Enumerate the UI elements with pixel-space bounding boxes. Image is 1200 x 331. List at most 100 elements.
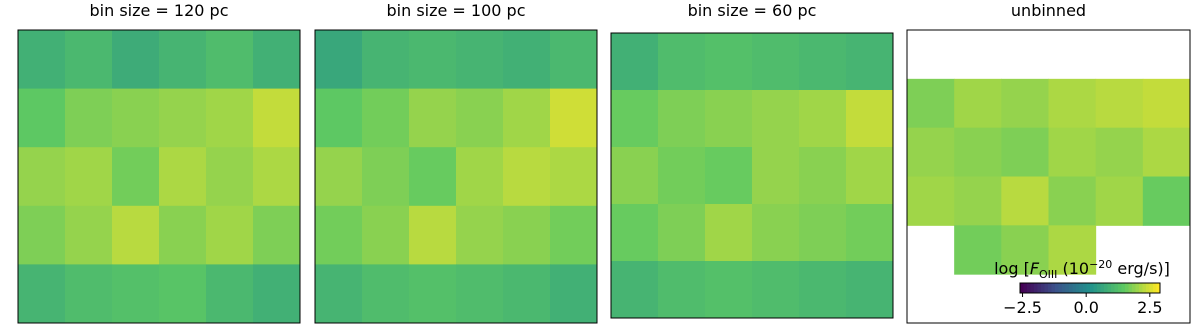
heatmap-cell [409, 88, 457, 148]
heatmap-cell [253, 205, 301, 265]
heatmap-cell [409, 264, 457, 324]
colorbar-swatch [1125, 283, 1129, 293]
heatmap-cell [112, 264, 160, 324]
colorbar-swatch [1097, 283, 1101, 293]
colorbar-label: log [FOIII (10−20 erg/s)] [994, 258, 1170, 281]
colorbar-swatch [1048, 283, 1052, 293]
heatmap-cell [658, 147, 706, 205]
heatmap-cell [752, 33, 800, 91]
colorbar-label-part: (10 [1057, 259, 1089, 278]
colorbar-swatch [1104, 283, 1108, 293]
heatmap-cell [550, 205, 598, 265]
colorbar-swatch [1072, 283, 1077, 293]
colorbar-swatch [1086, 283, 1091, 293]
heatmap-cell [362, 147, 410, 207]
heatmap-cell [907, 176, 955, 226]
panel-frame [314, 29, 598, 324]
heatmap-cell [1001, 78, 1049, 129]
colorbar-swatch [1020, 283, 1024, 293]
heatmap-cell [206, 88, 254, 148]
heatmap-cell [112, 30, 160, 90]
colorbar-swatch [1132, 283, 1136, 293]
colorbar-tick-label: 0.0 [1073, 298, 1098, 317]
heatmap-cell [65, 147, 113, 207]
heatmap-cell [159, 264, 207, 324]
heatmap-cell [658, 33, 706, 91]
heatmap-cell [611, 33, 659, 91]
heatmap-cell [799, 261, 847, 319]
colorbar-swatch [1114, 283, 1119, 293]
heatmap-cell [954, 176, 1002, 226]
heatmap-cell [550, 147, 598, 207]
heatmap-cell [799, 33, 847, 91]
panel-frame [610, 32, 894, 319]
heatmap-cell [1142, 127, 1191, 177]
colorbar-label-part: F [1030, 259, 1040, 278]
colorbar-swatch [1041, 283, 1045, 293]
colorbar-swatch [1146, 283, 1150, 293]
heatmap-cell [752, 90, 800, 148]
panel-title: bin size = 60 pc [688, 1, 817, 20]
heatmap-cell [799, 147, 847, 205]
colorbar-swatch [1030, 283, 1035, 293]
colorbar-swatch [1076, 283, 1080, 293]
heatmap-cell [65, 264, 113, 324]
heatmap-cell [206, 30, 254, 90]
colorbar-swatch [1149, 283, 1154, 293]
heatmap-cell [1048, 176, 1097, 226]
heatmap-cell [705, 33, 753, 91]
heatmap-cell [456, 147, 504, 207]
heatmap-cell [315, 30, 363, 90]
heatmap-cell [550, 30, 598, 90]
heatmap-cell [362, 264, 410, 324]
colorbar-swatch [1128, 283, 1133, 293]
colorbar-swatch [1037, 283, 1042, 293]
heatmap-cell [846, 90, 894, 148]
heatmap-cell [503, 147, 551, 207]
colorbar-swatch [1051, 283, 1056, 293]
panel-title: bin size = 120 pc [89, 1, 228, 20]
heatmap-cell [206, 264, 254, 324]
colorbar-swatch [1062, 283, 1066, 293]
panel-frame [906, 29, 1191, 324]
heatmap-cell [253, 147, 301, 207]
heatmap-cell [18, 264, 66, 324]
colorbar-swatch [1034, 283, 1038, 293]
heatmap-cell [611, 261, 659, 319]
colorbar-swatch [1135, 283, 1140, 293]
heatmap-cell [409, 147, 457, 207]
heatmap-cell [253, 264, 301, 324]
colorbar-swatch [1023, 283, 1028, 293]
heatmap-cell [18, 30, 66, 90]
colorbar-swatch [1142, 283, 1147, 293]
heatmap-cell [705, 204, 753, 262]
colorbar-swatch [1079, 283, 1084, 293]
colorbar-swatch [1100, 283, 1105, 293]
colorbar-swatch [1153, 283, 1157, 293]
heatmap-cell [159, 30, 207, 90]
heatmap-cell [159, 88, 207, 148]
colorbar-swatch [1090, 283, 1094, 293]
colorbar-swatch [1139, 283, 1143, 293]
heatmap-cell [705, 147, 753, 205]
colorbar-swatch [1121, 283, 1126, 293]
heatmap-cell [206, 205, 254, 265]
heatmap-cell [658, 204, 706, 262]
heatmap-cell [315, 147, 363, 207]
heatmap-cell [18, 205, 66, 265]
heatmap-cell [752, 147, 800, 205]
panel-title: unbinned [1011, 1, 1086, 20]
heatmap-cell [456, 205, 504, 265]
heatmap-cell [18, 147, 66, 207]
heatmap-cell [954, 78, 1002, 129]
heatmap-cell [253, 88, 301, 148]
colorbar-swatch [1065, 283, 1070, 293]
panel-frame [17, 29, 301, 324]
heatmap-cell [705, 90, 753, 148]
heatmap-cell [1095, 176, 1144, 226]
heatmap-cell [159, 205, 207, 265]
colorbar-swatch [1044, 283, 1049, 293]
colorbar-swatch [1093, 283, 1098, 293]
colorbar-label-part: OIII [1039, 268, 1057, 281]
